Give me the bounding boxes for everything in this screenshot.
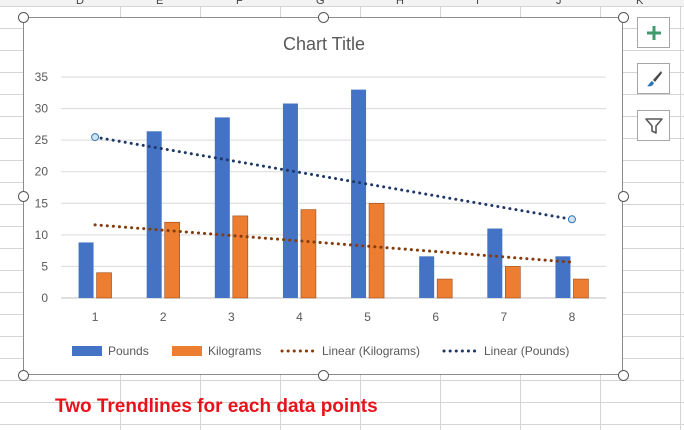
bar-pounds[interactable] [146, 131, 162, 298]
bar-kilograms[interactable] [505, 266, 521, 299]
chart-title[interactable]: Chart Title [283, 34, 365, 54]
column-header[interactable]: I [476, 0, 480, 7]
bar-pounds[interactable] [351, 89, 367, 298]
x-tick-label: 8 [569, 310, 576, 324]
legend-swatch [72, 346, 102, 356]
x-tick-label: 3 [228, 310, 235, 324]
trendline-handle[interactable] [567, 215, 576, 224]
resize-handle-bottom-right[interactable] [618, 370, 629, 381]
resize-handle-bottom-left[interactable] [18, 370, 29, 381]
bar-kilograms[interactable] [300, 209, 317, 299]
column-header[interactable]: J [556, 0, 562, 7]
chart[interactable]: Chart Title 0 5 10 15 20 25 30 35 1 2 3 4 5 6 7 8 Poun… [24, 18, 622, 374]
trendline-handle[interactable] [91, 133, 100, 142]
chart-area[interactable]: Chart Title 0 5 10 15 20 25 30 35 1 2 3 4 5 6 7 8 Poun… [23, 17, 623, 375]
chart-filters-button[interactable] [637, 110, 670, 141]
resize-handle-top-center[interactable] [318, 12, 329, 23]
column-header[interactable]: D [76, 0, 84, 7]
resize-handle-top-left[interactable] [18, 12, 29, 23]
plus-icon [646, 25, 661, 40]
y-tick-label: 35 [35, 70, 49, 84]
bar-pounds[interactable] [214, 117, 230, 298]
bar-pounds[interactable] [487, 228, 503, 298]
legend-label[interactable]: Kilograms [208, 344, 261, 358]
resize-handle-middle-right[interactable] [618, 191, 629, 202]
y-tick-label: 15 [35, 196, 49, 210]
column-header[interactable]: E [156, 0, 164, 7]
x-tick-label: 5 [364, 310, 371, 324]
bar-pounds[interactable] [282, 103, 298, 299]
bar-kilograms[interactable] [573, 278, 589, 299]
chart-styles-button[interactable] [637, 63, 670, 94]
x-tick-label: 2 [160, 310, 167, 324]
bar-pounds[interactable] [555, 256, 571, 298]
trendline-pounds[interactable] [93, 135, 574, 221]
y-tick-label: 5 [41, 259, 48, 273]
column-header[interactable]: H [396, 0, 404, 7]
bar-kilograms[interactable] [164, 221, 180, 299]
chart-elements-button[interactable] [637, 17, 670, 48]
legend-label[interactable]: Linear (Pounds) [484, 344, 569, 358]
bar-kilograms[interactable] [232, 215, 249, 299]
x-tick-label: 1 [92, 310, 99, 324]
bar-pounds[interactable] [78, 242, 94, 298]
y-tick-label: 30 [35, 102, 49, 116]
y-tick-label: 25 [35, 133, 49, 147]
legend-swatch [172, 346, 202, 356]
y-tick-label: 10 [35, 228, 49, 242]
caption-text: Two Trendlines for each data points [55, 396, 378, 417]
x-tick-label: 6 [432, 310, 439, 324]
column-header[interactable]: K [636, 0, 644, 7]
column-header[interactable]: G [316, 0, 325, 7]
funnel-icon [644, 117, 663, 134]
bar-kilograms[interactable] [96, 272, 112, 299]
resize-handle-top-right[interactable] [618, 12, 629, 23]
bar-kilograms[interactable] [436, 278, 453, 299]
y-tick-label: 20 [35, 165, 49, 179]
x-tick-label: 7 [500, 310, 507, 324]
paintbrush-icon [646, 70, 662, 86]
resize-handle-middle-left[interactable] [18, 191, 29, 202]
bar-kilograms[interactable] [368, 202, 385, 299]
legend-label[interactable]: Pounds [108, 344, 149, 358]
bar-pounds[interactable] [419, 256, 435, 298]
column-header[interactable]: F [236, 0, 243, 7]
trendline-kilograms[interactable] [93, 223, 574, 264]
legend-label[interactable]: Linear (Kilograms) [322, 344, 420, 358]
resize-handle-bottom-center[interactable] [318, 370, 329, 381]
y-tick-label: 0 [41, 291, 48, 305]
x-tick-label: 4 [296, 310, 303, 324]
